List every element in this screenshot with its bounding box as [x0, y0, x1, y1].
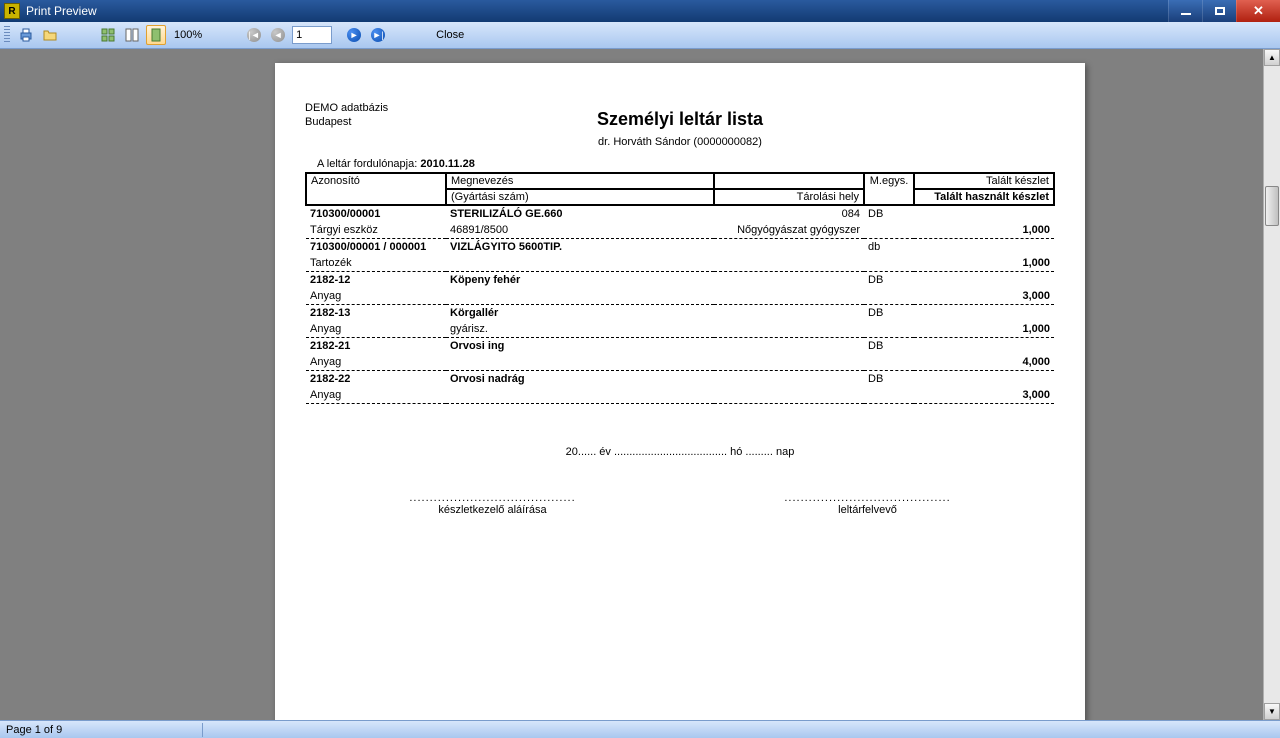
scroll-thumb[interactable]: [1265, 186, 1279, 226]
two-page-button[interactable]: [122, 25, 142, 45]
last-page-icon: ►|: [371, 28, 385, 42]
report-title: Személyi leltár lista: [305, 109, 1055, 130]
th-loc-blank: [714, 173, 864, 189]
table-row: 710300/00001 / 000001VIZLÁGYITO 5600TIP.…: [306, 239, 1054, 256]
sign2-label: leltárfelvevő: [784, 504, 950, 516]
next-page-icon: ►: [347, 28, 361, 42]
last-page-button[interactable]: ►|: [368, 25, 388, 45]
prev-page-button[interactable]: ◄: [268, 25, 288, 45]
open-button[interactable]: [40, 25, 60, 45]
table-row: 710300/00001STERILIZÁLÓ GE.660084DB: [306, 205, 1054, 222]
minimize-button[interactable]: [1168, 0, 1202, 22]
th-name-l2: (Gyártási szám): [446, 189, 714, 205]
th-id: Azonosító: [306, 173, 446, 205]
table-row: Anyag4,000: [306, 354, 1054, 371]
table-row: 2182-13KörgallérDB: [306, 305, 1054, 322]
th-qty-l2: Talált használt készlet: [914, 189, 1054, 205]
table-row: Anyag3,000: [306, 288, 1054, 305]
sign1-line: ........................................…: [409, 492, 575, 504]
inventory-table: Azonosító Megnevezés M.egys. Talált kész…: [305, 172, 1055, 404]
th-name-l1: Megnevezés: [446, 173, 714, 189]
footer-date: 20...... év ............................…: [305, 446, 1055, 458]
sign2-line: ........................................…: [784, 492, 950, 504]
signature-row: ........................................…: [305, 492, 1055, 516]
table-row: 2182-22Orvosi nadrágDB: [306, 371, 1054, 388]
signature-1: ........................................…: [409, 492, 575, 516]
report-subtitle: dr. Horváth Sándor (0000000082): [305, 136, 1055, 148]
date-label: A leltár fordulónapja:: [317, 158, 417, 170]
table-row: 2182-21Orvosi ingDB: [306, 338, 1054, 355]
date-value: 2010.11.28: [420, 158, 474, 170]
status-separator: [202, 723, 203, 737]
single-page-icon: [148, 27, 164, 43]
th-qty-l1: Talált készlet: [914, 173, 1054, 189]
db-line2: Budapest: [305, 115, 388, 129]
db-line1: DEMO adatbázis: [305, 101, 388, 115]
prev-page-icon: ◄: [271, 28, 285, 42]
report-date-row: A leltár fordulónapja: 2010.11.28: [317, 158, 1055, 170]
printer-icon: [18, 27, 34, 43]
table-row: 2182-12Köpeny fehérDB: [306, 272, 1054, 289]
table-row: Tárgyi eszköz46891/8500Nőgyógyászat gyóg…: [306, 222, 1054, 239]
thumbnails-icon: [100, 27, 116, 43]
toolbar: 100% |◄ ◄ ► ►| Close: [0, 22, 1280, 49]
preview-area: DEMO adatbázis Budapest Személyi leltár …: [0, 49, 1280, 720]
th-unit: M.egys.: [864, 173, 914, 205]
scroll-down-button[interactable]: ▼: [1264, 703, 1280, 720]
scroll-track[interactable]: [1264, 66, 1280, 703]
statusbar: Page 1 of 9: [0, 720, 1280, 738]
close-button[interactable]: Close: [426, 25, 474, 45]
page-number-input[interactable]: [292, 26, 332, 44]
maximize-button[interactable]: [1202, 0, 1236, 22]
report-db-header: DEMO adatbázis Budapest: [305, 101, 388, 129]
first-page-button[interactable]: |◄: [244, 25, 264, 45]
print-button[interactable]: [16, 25, 36, 45]
table-row: Tartozék1,000: [306, 255, 1054, 272]
app-icon: R: [4, 3, 20, 19]
window-close-button[interactable]: ✕: [1236, 0, 1280, 22]
two-page-icon: [124, 27, 140, 43]
table-row: Anyaggyárisz.1,000: [306, 321, 1054, 338]
first-page-icon: |◄: [247, 28, 261, 42]
window-title: Print Preview: [26, 4, 1168, 18]
scroll-up-button[interactable]: ▲: [1264, 49, 1280, 66]
sign1-label: készletkezelő aláírása: [409, 504, 575, 516]
th-loc: Tárolási hely: [714, 189, 864, 205]
signature-2: ........................................…: [784, 492, 950, 516]
table-row: Anyag3,000: [306, 387, 1054, 404]
toolbar-grip: [4, 26, 10, 44]
titlebar: R Print Preview ✕: [0, 0, 1280, 22]
vertical-scrollbar[interactable]: ▲ ▼: [1263, 49, 1280, 720]
folder-icon: [42, 27, 58, 43]
single-page-button[interactable]: [146, 25, 166, 45]
report-page: DEMO adatbázis Budapest Személyi leltár …: [275, 63, 1085, 720]
next-page-button[interactable]: ►: [344, 25, 364, 45]
thumbnails-button[interactable]: [98, 25, 118, 45]
zoom-level[interactable]: 100%: [170, 29, 206, 41]
status-page-text: Page 1 of 9: [6, 724, 62, 736]
